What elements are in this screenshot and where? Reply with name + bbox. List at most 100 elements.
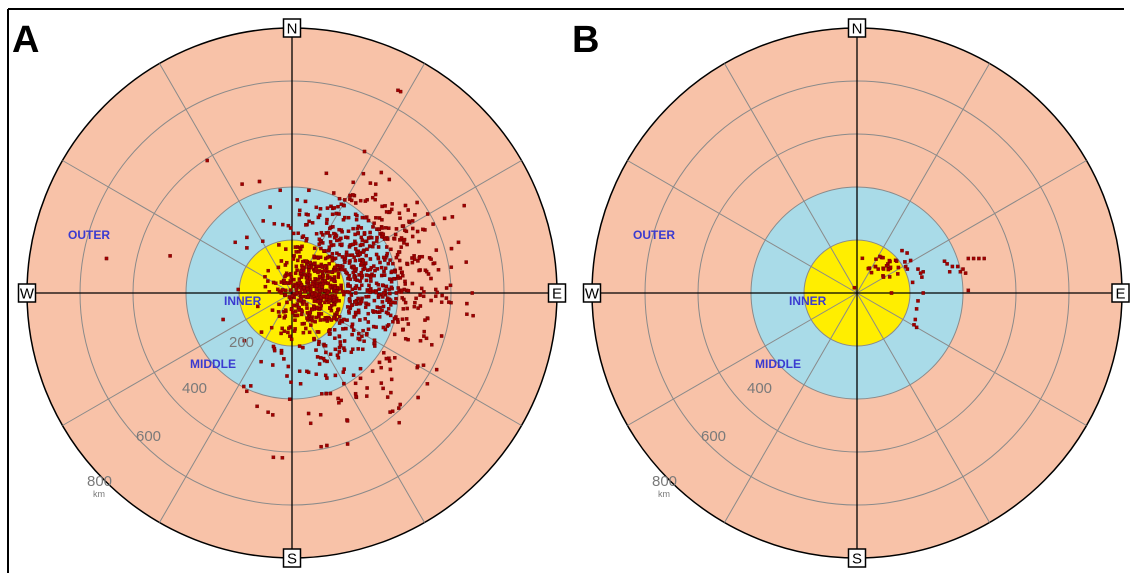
data-point	[323, 300, 327, 305]
data-point	[291, 257, 296, 261]
data-point	[340, 255, 345, 259]
data-point	[315, 355, 320, 359]
data-point	[914, 325, 919, 330]
data-point	[383, 327, 388, 332]
data-point	[413, 300, 417, 305]
data-point	[259, 330, 264, 334]
data-point	[955, 264, 960, 269]
data-point	[280, 456, 285, 460]
data-point	[403, 282, 407, 286]
data-point	[358, 252, 362, 256]
data-point	[350, 287, 355, 292]
data-point	[380, 283, 385, 287]
data-point	[400, 317, 405, 321]
data-point	[382, 237, 387, 241]
data-point	[327, 317, 331, 321]
data-point	[396, 250, 401, 254]
data-point	[449, 246, 454, 251]
data-point	[289, 307, 294, 312]
data-point	[372, 338, 377, 342]
data-point	[393, 301, 398, 305]
data-point	[353, 299, 358, 304]
data-point	[307, 330, 312, 335]
data-point	[363, 239, 367, 244]
data-point	[410, 281, 415, 286]
data-point	[384, 356, 389, 361]
data-point	[345, 290, 350, 294]
data-point	[344, 326, 348, 331]
data-point	[370, 195, 375, 200]
data-point	[271, 413, 275, 417]
data-point	[343, 256, 348, 261]
data-point	[430, 343, 434, 347]
data-point	[297, 369, 302, 373]
data-point	[421, 363, 426, 367]
data-point	[335, 238, 339, 243]
data-point	[415, 200, 419, 205]
data-point	[312, 254, 316, 259]
data-point	[963, 271, 968, 275]
data-point	[310, 319, 315, 323]
spoke-210	[159, 292, 293, 523]
data-point	[276, 310, 281, 314]
data-point	[288, 334, 292, 338]
data-point	[342, 339, 347, 343]
data-point	[287, 295, 292, 299]
data-point	[303, 199, 308, 204]
data-point	[326, 248, 331, 253]
data-point	[357, 332, 361, 336]
ring-label-200: 200	[229, 334, 254, 351]
data-point	[356, 231, 360, 236]
data-point	[392, 316, 397, 321]
data-point	[383, 266, 388, 270]
data-point	[887, 258, 892, 263]
data-point	[903, 260, 907, 264]
data-point	[345, 318, 349, 322]
data-point	[364, 253, 368, 258]
data-point	[390, 269, 394, 273]
data-point	[375, 267, 380, 271]
data-point	[387, 287, 391, 292]
data-point	[380, 204, 384, 209]
data-point	[321, 356, 326, 361]
data-point	[406, 208, 410, 212]
data-point	[387, 277, 392, 281]
compass-box-west	[582, 283, 602, 303]
data-point	[325, 206, 330, 210]
data-point	[360, 334, 364, 339]
data-point	[332, 298, 337, 302]
spoke-120	[856, 292, 1087, 426]
data-point	[352, 265, 356, 269]
data-point	[289, 281, 293, 285]
data-point	[305, 287, 310, 291]
data-point	[283, 293, 288, 297]
data-point	[410, 219, 415, 223]
data-point	[363, 216, 367, 220]
data-point	[316, 270, 320, 275]
data-point	[386, 307, 391, 311]
data-point	[314, 292, 318, 297]
data-point	[354, 201, 358, 205]
data-point	[295, 291, 299, 295]
data-point	[285, 374, 289, 378]
data-point	[314, 267, 318, 272]
data-point	[866, 266, 871, 271]
data-point	[332, 231, 336, 236]
data-point	[383, 258, 387, 262]
data-point	[293, 245, 298, 249]
panel-label: B	[572, 19, 599, 61]
data-point	[365, 247, 369, 252]
data-point	[332, 328, 337, 332]
data-point	[377, 360, 382, 365]
data-point	[345, 442, 350, 446]
data-point	[298, 255, 302, 259]
data-point	[387, 226, 391, 230]
data-point	[327, 332, 332, 336]
data-point	[298, 208, 302, 213]
data-point	[336, 307, 341, 311]
data-point	[317, 237, 322, 241]
data-point	[324, 350, 328, 355]
data-point	[351, 226, 355, 231]
data-point	[353, 212, 358, 217]
data-point	[421, 294, 426, 299]
